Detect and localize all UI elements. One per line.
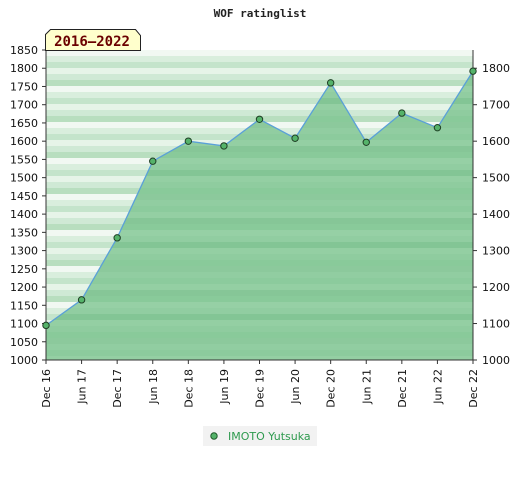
background-band (46, 74, 473, 80)
background-band (46, 80, 473, 86)
data-point (113, 234, 121, 242)
area-stripe (46, 170, 473, 176)
period-badge-box (45, 29, 141, 51)
data-point (291, 134, 299, 142)
series-markers (42, 67, 477, 330)
data-point (42, 321, 50, 330)
background-band (46, 110, 473, 116)
legend-marker (210, 432, 218, 440)
data-point (433, 123, 442, 132)
background-band (46, 68, 473, 74)
x-tick-label: Dec 21 (396, 369, 409, 408)
x-tick-label: Dec 17 (111, 369, 124, 408)
data-point (77, 296, 86, 304)
area-stripe (46, 122, 473, 128)
left-tick-label: 1700 (10, 99, 38, 112)
left-y-axis: 1000 1050 1100 1150 1200 1250 1300 1350 1400 1450… (10, 44, 46, 367)
x-tick-label: Dec 19 (254, 369, 267, 408)
left-tick-label: 1800 (10, 62, 38, 75)
left-tick-label: 1200 (10, 281, 38, 294)
data-point (362, 138, 370, 146)
background-band (46, 56, 473, 62)
left-tick-label: 1000 (10, 354, 38, 367)
data-point (469, 67, 477, 75)
x-tick-label: Jun 17 (76, 369, 89, 405)
area-stripe (46, 242, 473, 248)
background-band (46, 50, 473, 56)
x-tick-label: Jun 21 (360, 369, 373, 405)
area-stripe (46, 266, 473, 272)
left-tick-label: 1050 (10, 336, 38, 349)
data-point (149, 157, 157, 165)
background-band (46, 104, 473, 110)
x-tick-label: Dec 18 (182, 369, 195, 408)
period-badge-text: 2016–2022 (54, 34, 130, 50)
x-tick-label: Dec 20 (325, 369, 338, 408)
data-point (184, 137, 193, 145)
area-stripe (46, 338, 473, 344)
right-y-axis: 1000 1100 1200 1300 1400 1500 1600 1700 1800 (473, 62, 510, 367)
legend-label: IMOTO Yutsuka (228, 430, 311, 443)
background-band (46, 92, 473, 98)
left-tick-label: 1500 (10, 172, 38, 185)
right-tick-label: 1400 (482, 208, 510, 221)
left-tick-label: 1850 (10, 44, 38, 57)
area-stripe (46, 146, 473, 152)
right-tick-label: 1200 (482, 281, 510, 294)
x-tick-label: Jun 20 (289, 369, 302, 405)
left-tick-label: 1450 (10, 190, 38, 203)
left-tick-label: 1250 (10, 263, 38, 276)
x-tick-label: Jun 18 (147, 369, 160, 405)
legend-box (203, 426, 317, 446)
chart-title: WOF ratinglist (214, 7, 307, 20)
left-tick-label: 1600 (10, 135, 38, 148)
period-badge: 2016–2022 (45, 29, 141, 51)
area-stripe (46, 218, 473, 224)
left-tick-label: 1100 (10, 318, 38, 331)
x-tick-label: Jun 22 (431, 369, 444, 405)
left-tick-label: 1300 (10, 245, 38, 258)
right-tick-label: 1800 (482, 62, 510, 75)
data-point (255, 115, 264, 123)
area-stripe (46, 314, 473, 320)
background-band (46, 62, 473, 68)
right-tick-label: 1700 (482, 99, 510, 112)
left-tick-label: 1350 (10, 226, 38, 239)
left-tick-label: 1650 (10, 117, 38, 130)
legend: IMOTO Yutsuka (203, 426, 317, 446)
data-point (326, 79, 335, 87)
left-tick-label: 1400 (10, 208, 38, 221)
x-tick-label: Dec 22 (467, 369, 480, 408)
data-point (398, 109, 406, 117)
area-stripe (46, 290, 473, 296)
left-tick-label: 1550 (10, 153, 38, 166)
x-axis: Dec 16 Jun 17 Dec 17 Jun 18 Dec 18 Jun 19 Dec … (40, 360, 480, 408)
x-tick-label: Dec 16 (40, 369, 53, 408)
x-tick-label: Jun 19 (218, 369, 231, 405)
area-stripe (46, 194, 473, 200)
left-tick-label: 1150 (10, 299, 38, 312)
background-band (46, 98, 473, 104)
right-tick-label: 1100 (482, 318, 510, 331)
background-band (46, 86, 473, 92)
right-tick-label: 1300 (482, 245, 510, 258)
data-point (220, 142, 228, 150)
right-tick-label: 1000 (482, 354, 510, 367)
right-tick-label: 1500 (482, 172, 510, 185)
right-tick-label: 1600 (482, 135, 510, 148)
left-tick-label: 1750 (10, 80, 38, 93)
